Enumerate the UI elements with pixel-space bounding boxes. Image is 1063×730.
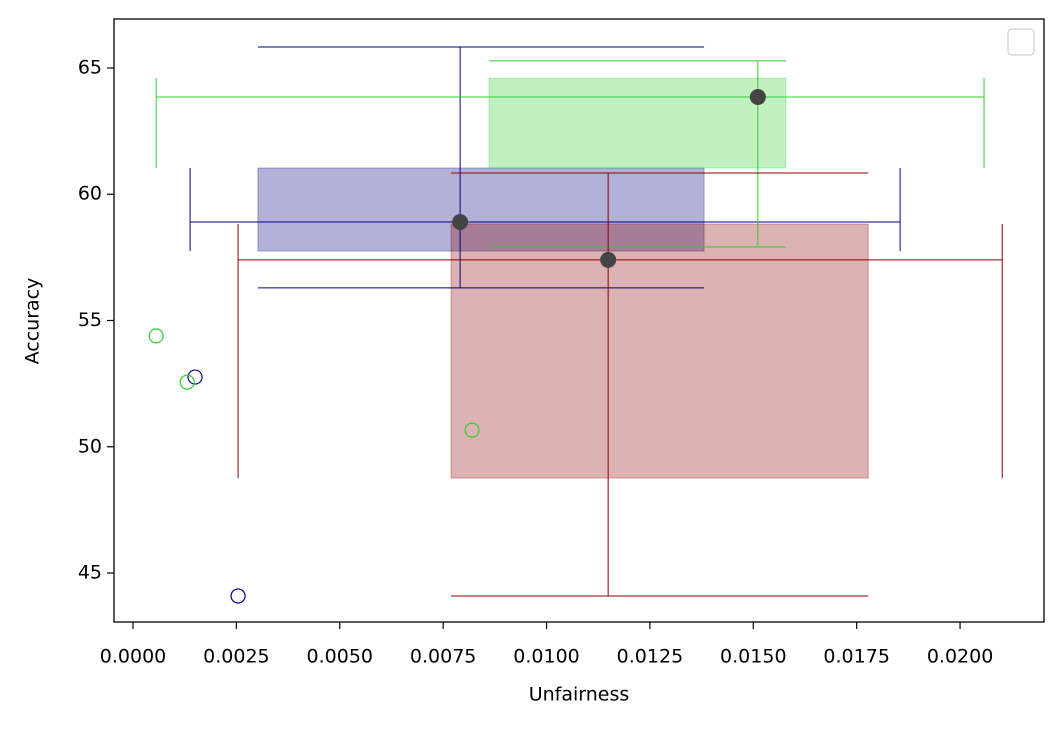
- x-tick-label: 0.0100: [513, 646, 579, 668]
- y-axis-label: Accuracy: [22, 278, 44, 365]
- x-tick-label: 0.0000: [100, 646, 166, 668]
- y-tick-label: 65: [78, 56, 102, 78]
- x-tick-label: 0.0075: [410, 646, 476, 668]
- y-tick-label: 50: [78, 435, 102, 457]
- quartile-box: [488, 77, 787, 169]
- y-tick-label: 60: [78, 183, 102, 205]
- plot-frame: [113, 18, 1045, 623]
- outlier: [230, 588, 246, 604]
- y-tick-label: 45: [78, 562, 102, 584]
- y-tick-label: 55: [78, 309, 102, 331]
- x-tick-label: 0.0200: [927, 646, 993, 668]
- x-tick-label: 0.0025: [203, 646, 269, 668]
- center-point: [749, 89, 766, 106]
- x-axis-label: Unfairness: [529, 684, 630, 706]
- outlier: [464, 422, 480, 438]
- x-tick-label: 0.0175: [823, 646, 889, 668]
- quartile-box: [257, 167, 705, 252]
- legend: [1007, 28, 1035, 56]
- outlier: [179, 374, 195, 390]
- outlier: [148, 328, 164, 344]
- quartile-box: [450, 223, 869, 479]
- x-tick-label: 0.0150: [720, 646, 786, 668]
- center-point: [600, 251, 617, 268]
- x-tick-label: 0.0050: [307, 646, 373, 668]
- x-tick-label: 0.0125: [617, 646, 683, 668]
- outlier: [187, 369, 203, 385]
- center-point: [452, 214, 469, 231]
